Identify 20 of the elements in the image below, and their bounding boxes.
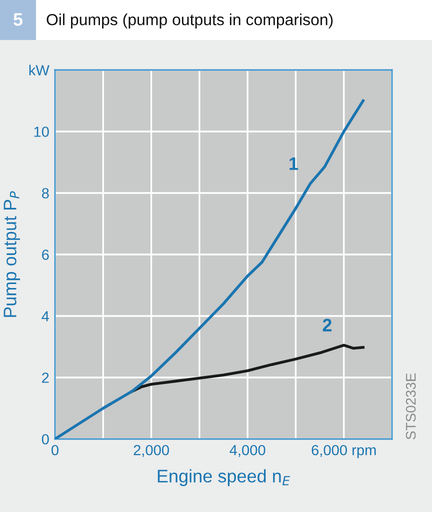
line-series — [130, 344, 365, 393]
y-tick-label: 6 — [42, 250, 49, 260]
series-label: 2 — [322, 318, 332, 332]
y-tick-label: 8 — [42, 188, 49, 198]
y-tick-label: 0 — [42, 434, 49, 444]
y-tick-label: 10 — [34, 126, 49, 137]
y-tick-label: 2 — [42, 372, 49, 383]
y-tick-label: kW — [29, 64, 50, 76]
chart-title: Oil pumps (pump outputs in comparison) — [46, 14, 333, 28]
x-tick-label: 2,000 — [134, 444, 169, 457]
text: STS0233E — [406, 373, 416, 440]
x-tick-label: 4,000 — [230, 444, 266, 457]
x-tick-label: 6,000 rpm — [312, 444, 376, 458]
x-tick-label: 0 — [52, 444, 58, 456]
text: 5 — [14, 13, 23, 26]
x-axis-title: Engine speed n$_{E}$ — [158, 469, 290, 486]
y-axis-title: Pump output P$_{P}$ — [4, 191, 20, 317]
line-series — [55, 99, 365, 439]
series-label: 1 — [290, 157, 298, 170]
y-tick-label: 4 — [42, 311, 50, 322]
